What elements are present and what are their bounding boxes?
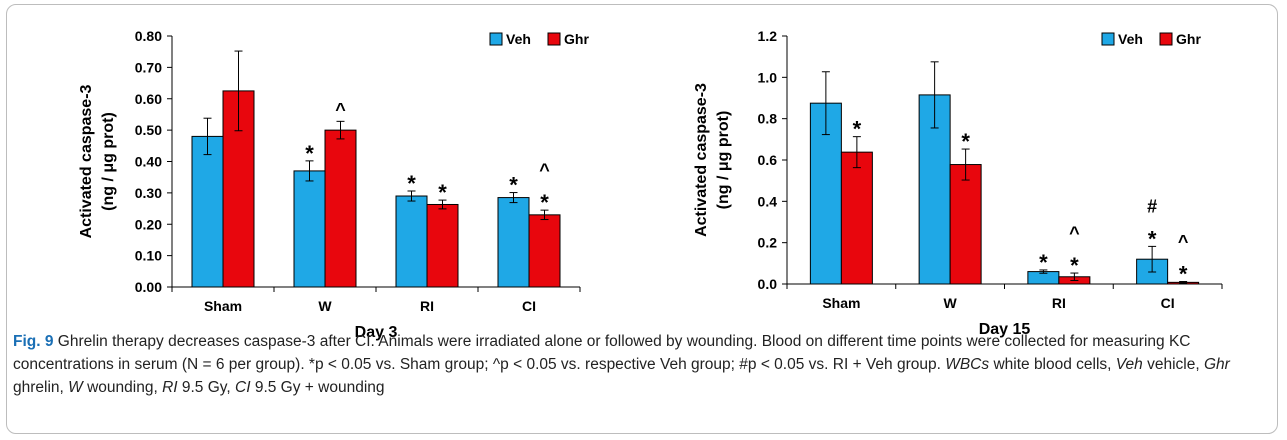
legend-swatch bbox=[547, 32, 561, 46]
caption-abbr: Veh bbox=[1115, 356, 1143, 373]
bar bbox=[293, 170, 326, 288]
significance-mark: # bbox=[1147, 196, 1157, 216]
x-tick-label: RI bbox=[1052, 295, 1066, 311]
x-axis-title: Day 3 bbox=[355, 324, 398, 341]
figure-frame bbox=[6, 4, 1278, 434]
y-axis-title: Activated caspase-3 (ng / μg prot) bbox=[693, 83, 732, 237]
significance-mark: * bbox=[438, 180, 447, 205]
legend-swatch bbox=[1159, 32, 1173, 46]
caption-abbr: CI bbox=[235, 379, 251, 396]
x-tick-label: CI bbox=[522, 298, 536, 314]
y-tick-label: 1.0 bbox=[758, 69, 778, 85]
significance-mark: * bbox=[305, 141, 314, 166]
significance-mark: ^ bbox=[335, 99, 346, 119]
chart-day3-svg: 0.00 0.10 0.20 0.30 0.40 0.50 0.60 0.70 0.80 Sham… bbox=[78, 28, 589, 341]
caption-abbr: WBCs bbox=[945, 356, 990, 373]
significance-mark: * bbox=[509, 173, 518, 198]
x-tick-label: RI bbox=[420, 298, 434, 314]
y-tick-label: 0.50 bbox=[135, 122, 162, 138]
y-tick-label: 0.30 bbox=[135, 185, 162, 201]
bar bbox=[426, 203, 459, 288]
y-tick-label: 0.6 bbox=[758, 152, 778, 168]
bar bbox=[191, 135, 224, 288]
x-tick-label: Sham bbox=[822, 295, 860, 311]
x-tick-label: W bbox=[944, 295, 958, 311]
caption-abbr: RI bbox=[162, 379, 178, 396]
y-axis-title-line: (ng / μg prot) bbox=[715, 111, 732, 210]
chart-day15: 0.0 0.2 0.4 0.6 0.8 1.0 1.2 Sham W RI CI * * * * ^ * # * ^ D… bbox=[662, 14, 1262, 338]
significance-mark: * bbox=[1070, 253, 1079, 278]
legend-label: Veh bbox=[1118, 31, 1143, 47]
bar bbox=[497, 197, 530, 288]
chart-day3: 0.00 0.10 0.20 0.30 0.40 0.50 0.60 0.70 0.80 Sham… bbox=[40, 14, 640, 341]
x-axis-title: Day 15 bbox=[979, 321, 1031, 338]
y-axis-title-line: Activated caspase-3 bbox=[693, 83, 710, 237]
caption-def: vehicle, bbox=[1142, 356, 1204, 373]
y-tick-label: 0.70 bbox=[135, 59, 162, 75]
significance-mark: * bbox=[1179, 262, 1188, 287]
bar bbox=[528, 214, 561, 288]
y-axis-title-line: (ng / μg prot) bbox=[100, 112, 117, 211]
caption-abbr: W bbox=[68, 379, 83, 396]
caption-def: 9.5 Gy + wounding bbox=[250, 379, 385, 396]
bar bbox=[395, 195, 428, 288]
significance-mark: ^ bbox=[539, 160, 550, 180]
x-tick-label: W bbox=[318, 298, 332, 314]
bar bbox=[324, 129, 357, 288]
bar bbox=[840, 151, 873, 285]
significance-mark: * bbox=[1148, 226, 1157, 251]
legend-label: Veh bbox=[506, 31, 531, 47]
y-tick-label: 1.2 bbox=[758, 28, 778, 44]
y-tick-label: 0.10 bbox=[135, 248, 162, 264]
caption-def: 9.5 Gy, bbox=[177, 379, 236, 396]
y-tick-label: 0.80 bbox=[135, 28, 162, 44]
caption-text: Ghrelin therapy decreases caspase-3 afte… bbox=[13, 333, 1191, 373]
significance-mark: ^ bbox=[1178, 232, 1189, 252]
y-tick-label: 0.60 bbox=[135, 91, 162, 107]
y-axis-title: Activated caspase-3 (ng / μg prot) bbox=[78, 84, 117, 238]
legend-swatch bbox=[489, 32, 503, 46]
caption-def: ghrelin, bbox=[13, 379, 69, 396]
legend-label: Ghr bbox=[564, 31, 589, 47]
caption-label: Fig. 9 bbox=[13, 333, 54, 350]
y-tick-label: 0.20 bbox=[135, 216, 162, 232]
significance-mark: * bbox=[961, 129, 970, 154]
caption-def: white blood cells, bbox=[989, 356, 1116, 373]
significance-mark: * bbox=[540, 190, 549, 215]
x-tick-label: CI bbox=[1161, 295, 1175, 311]
significance-mark: * bbox=[1039, 250, 1048, 275]
y-axis-title-line: Activated caspase-3 bbox=[78, 84, 95, 238]
figure-caption: Fig. 9 Ghrelin therapy decreases caspase… bbox=[13, 330, 1275, 399]
x-tick-label: Sham bbox=[204, 298, 242, 314]
y-tick-label: 0.00 bbox=[135, 279, 162, 295]
bar bbox=[949, 164, 982, 285]
y-tick-label: 0.0 bbox=[758, 276, 778, 292]
caption-abbr: Ghr bbox=[1203, 356, 1230, 373]
y-tick-label: 0.2 bbox=[758, 235, 778, 251]
y-tick-label: 0.8 bbox=[758, 111, 778, 127]
caption-def: wounding, bbox=[82, 379, 163, 396]
significance-mark: * bbox=[407, 171, 416, 196]
y-tick-label: 0.40 bbox=[135, 154, 162, 170]
legend-swatch bbox=[1101, 32, 1115, 46]
y-tick-label: 0.4 bbox=[758, 193, 778, 209]
significance-mark: * bbox=[853, 117, 862, 142]
significance-mark: ^ bbox=[1069, 223, 1080, 243]
legend-label: Ghr bbox=[1176, 31, 1201, 47]
